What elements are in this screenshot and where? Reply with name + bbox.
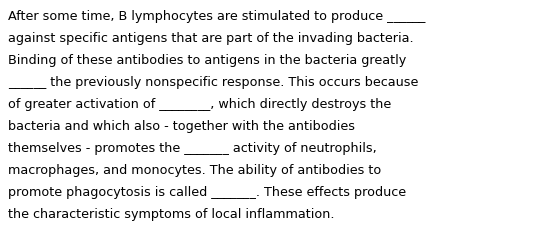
Text: of greater activation of ________, which directly destroys the: of greater activation of ________, which… (8, 98, 391, 110)
Text: Binding of these antibodies to antigens in the bacteria greatly: Binding of these antibodies to antigens … (8, 54, 406, 67)
Text: After some time, B lymphocytes are stimulated to produce ______: After some time, B lymphocytes are stimu… (8, 10, 425, 23)
Text: the characteristic symptoms of local inflammation.: the characteristic symptoms of local inf… (8, 207, 334, 220)
Text: against specific antigens that are part of the invading bacteria.: against specific antigens that are part … (8, 32, 413, 45)
Text: ______ the previously nonspecific response. This occurs because: ______ the previously nonspecific respon… (8, 76, 418, 89)
Text: promote phagocytosis is called _______. These effects produce: promote phagocytosis is called _______. … (8, 185, 406, 198)
Text: macrophages, and monocytes. The ability of antibodies to: macrophages, and monocytes. The ability … (8, 163, 381, 176)
Text: themselves - promotes the _______ activity of neutrophils,: themselves - promotes the _______ activi… (8, 142, 377, 154)
Text: bacteria and which also - together with the antibodies: bacteria and which also - together with … (8, 120, 355, 132)
